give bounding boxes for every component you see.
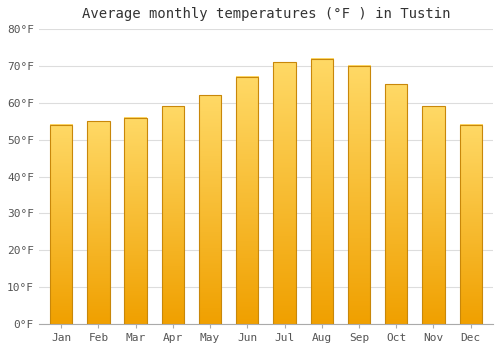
Title: Average monthly temperatures (°F ) in Tustin: Average monthly temperatures (°F ) in Tu… [82,7,450,21]
